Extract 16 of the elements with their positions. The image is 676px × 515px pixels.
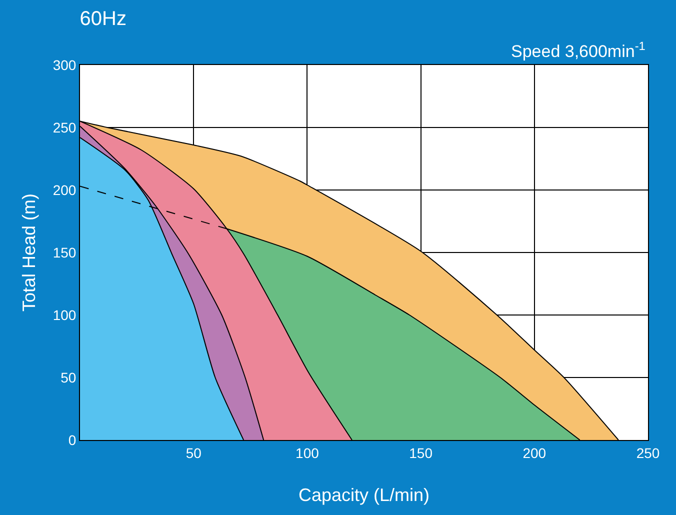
x-axis-title: Capacity (L/min) xyxy=(298,484,430,505)
text: Speed 3,600min$^{-1}$ xyxy=(511,39,646,62)
chart-title: 60Hz xyxy=(80,8,126,30)
x-tick-label: 150 xyxy=(409,444,433,461)
y-tick-label: 300 xyxy=(52,56,76,73)
x-tick-label: 50 xyxy=(186,444,202,461)
y-tick-label: 50 xyxy=(60,369,76,386)
y-axis-title: Total Head (m) xyxy=(19,193,40,312)
x-tick-label: 100 xyxy=(296,444,320,461)
y-tick-label: 200 xyxy=(52,182,76,198)
y-tick-label: 0 xyxy=(68,432,76,448)
x-tick-label: 200 xyxy=(522,444,546,461)
x-tick-label: 250 xyxy=(636,444,660,461)
y-tick-label: 150 xyxy=(52,244,76,260)
y-tick-label: 100 xyxy=(52,306,76,323)
y-tick-label: 250 xyxy=(52,119,76,136)
